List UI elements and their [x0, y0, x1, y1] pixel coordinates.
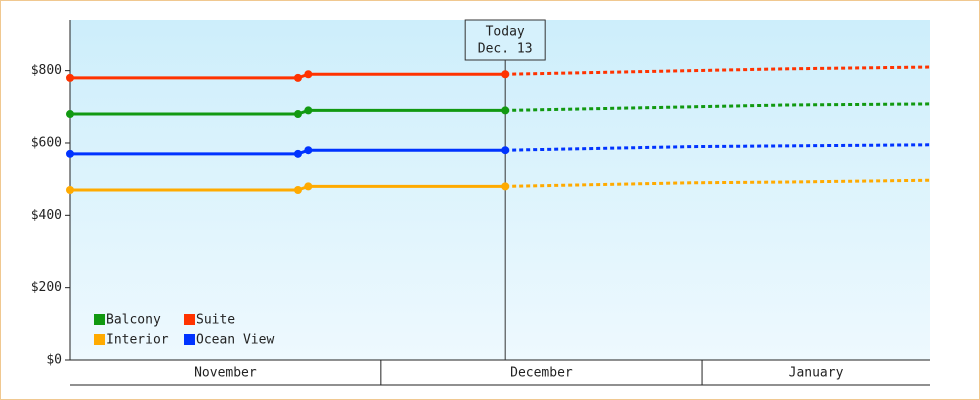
series-line — [70, 148, 506, 156]
point — [501, 70, 510, 79]
point — [293, 149, 302, 158]
point — [293, 73, 302, 82]
point — [66, 73, 74, 82]
point — [66, 186, 74, 194]
point — [66, 149, 74, 158]
today-label: Dec. 13 — [478, 42, 533, 57]
month-label: January — [789, 366, 844, 381]
month-label: December — [510, 366, 573, 381]
y-tick-label: $400 — [31, 208, 62, 223]
legend-label: Ocean View — [196, 333, 274, 348]
series-line — [70, 184, 506, 192]
point — [304, 182, 313, 191]
legend-swatch — [184, 334, 195, 345]
y-tick-label: $800 — [31, 63, 62, 78]
today-box — [464, 19, 546, 61]
y-tick-label: $200 — [31, 280, 62, 295]
legend-label: Balcony — [106, 313, 161, 328]
y-tick-label: $0 — [46, 353, 62, 368]
legend-swatch — [184, 314, 195, 325]
today-label: Today — [486, 25, 525, 40]
legend-swatch — [94, 334, 105, 345]
y-tick-label: $600 — [31, 135, 62, 150]
point — [293, 110, 302, 119]
series-line — [70, 72, 506, 80]
point — [304, 106, 313, 115]
point — [501, 146, 510, 155]
series-line — [70, 108, 506, 116]
legend-label: Interior — [106, 333, 169, 348]
point — [501, 182, 510, 191]
month-label: November — [194, 366, 257, 381]
legend-label: Suite — [196, 313, 235, 328]
point — [304, 70, 313, 79]
point — [501, 106, 510, 115]
point — [66, 110, 74, 119]
point — [304, 146, 313, 155]
legend-swatch — [94, 314, 105, 325]
point — [293, 186, 302, 194]
